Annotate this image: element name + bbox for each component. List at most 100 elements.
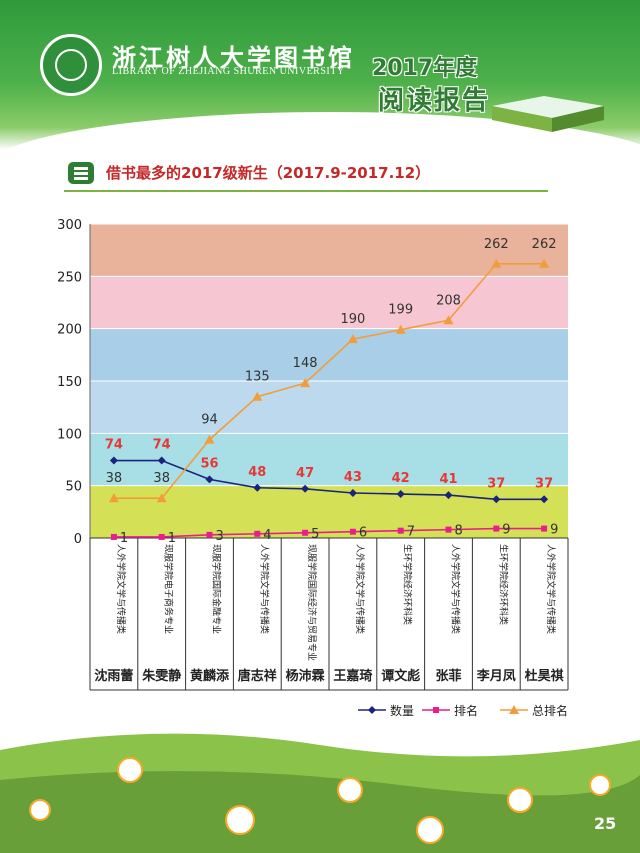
chart-band [90, 276, 568, 329]
legend-label: 总排名 [532, 703, 568, 718]
data-label: 9 [502, 523, 510, 538]
x-department-label: 人外学院文学与传播类 [115, 544, 127, 634]
data-label: 42 [392, 471, 410, 486]
data-label: 74 [105, 438, 123, 453]
series-line [113, 527, 545, 538]
data-label: 41 [439, 472, 457, 487]
section-underline [64, 190, 548, 192]
meadow-illustration [0, 733, 640, 853]
data-point [156, 493, 167, 503]
data-point [158, 533, 165, 540]
x-department-label: 人外学院文学与传播类 [354, 544, 366, 634]
report-year: 2017年度 [372, 56, 478, 81]
data-label: 9 [550, 523, 558, 538]
data-label: 37 [535, 476, 553, 491]
logo-inner-ring [55, 49, 87, 81]
data-label: 208 [436, 293, 461, 308]
data-label: 7 [407, 525, 415, 540]
y-tick-label: 250 [57, 270, 82, 285]
x-department-label: 生环学院经济环科类 [497, 544, 509, 625]
data-label: 56 [200, 456, 218, 471]
data-point [108, 493, 119, 503]
chart-band [90, 328, 568, 381]
data-point [254, 530, 261, 537]
data-point [347, 334, 358, 344]
data-point [396, 490, 405, 499]
x-department-label: 人外学院文学与传播类 [258, 544, 270, 634]
x-department-label: 现服学院国际经济与贸易专业 [306, 544, 318, 661]
data-point [157, 456, 166, 465]
chart-band [90, 224, 568, 277]
book-illustration-icon [492, 96, 604, 132]
data-point [492, 495, 501, 504]
data-point [443, 315, 454, 325]
data-point [300, 378, 311, 388]
y-tick-label: 100 [57, 427, 82, 442]
chart-band [90, 381, 568, 434]
x-department-label: 人外学院文学与传播类 [450, 544, 462, 634]
data-label: 94 [201, 413, 218, 428]
data-label: 74 [153, 438, 171, 453]
data-label: 262 [484, 237, 509, 252]
data-label: 1 [168, 531, 176, 546]
data-point [349, 528, 356, 535]
series-line [113, 262, 545, 500]
chart-band [90, 433, 568, 486]
x-department-label: 现服学院电子商务专业 [163, 544, 175, 634]
data-label: 4 [263, 528, 271, 543]
data-label: 148 [293, 356, 318, 371]
y-tick-label: 300 [57, 218, 82, 233]
reading-chart: 0 50 100 150 200 250 300 人外学院文学与传播类 现服学院电子商务专业 现… [57, 218, 569, 718]
page-number: 25 [594, 814, 617, 833]
legend-label: 排名 [454, 703, 478, 718]
x-category-label: 沈雨蕾 [94, 668, 133, 684]
data-point [491, 258, 502, 268]
legend-marker [433, 707, 439, 713]
data-point [302, 529, 309, 536]
data-point [205, 475, 214, 484]
data-point [493, 525, 500, 532]
data-point [109, 456, 118, 465]
data-label: 37 [487, 476, 505, 491]
report-title: 阅读报告 [378, 86, 491, 116]
library-name-cn: 浙江树人大学图书馆 [112, 43, 355, 72]
section-title: 借书最多的2017级新生（2017.9-2017.12） [106, 164, 431, 182]
y-tick-label: 50 [65, 480, 82, 495]
data-label: 43 [344, 470, 362, 485]
data-label: 1 [120, 531, 128, 546]
x-category-label: 杜昊祺 [525, 668, 564, 684]
x-category-label: 张菲 [435, 668, 461, 684]
x-category-label: 谭文彪 [381, 668, 420, 684]
data-label: 262 [532, 237, 557, 252]
x-department-label: 人外学院文学与传播类 [545, 544, 557, 634]
data-point [253, 483, 262, 492]
x-department-label: 现服学院国际金融专业 [211, 544, 223, 634]
x-category-label: 黄麟添 [190, 668, 230, 684]
data-label: 3 [216, 529, 224, 544]
data-point [539, 258, 550, 268]
y-tick-label: 150 [57, 375, 82, 390]
data-label: 38 [106, 471, 123, 486]
data-point [444, 491, 453, 500]
x-category-label: 王嘉琦 [333, 668, 372, 684]
data-label: 135 [245, 370, 270, 385]
legend-label: 数量 [390, 703, 414, 718]
data-label: 47 [296, 466, 314, 481]
library-name-en: LIBRARY OF ZHEJIANG SHUREN UNIVERSITY [112, 66, 345, 77]
data-point [301, 484, 310, 493]
data-label: 6 [359, 526, 367, 541]
data-label: 48 [248, 465, 266, 480]
x-category-label: 朱雯静 [141, 668, 181, 684]
legend-marker [368, 706, 376, 714]
data-point [204, 434, 215, 444]
x-category-label: 李月凤 [476, 668, 516, 684]
legend-marker [509, 705, 519, 714]
data-point [252, 391, 263, 401]
data-label: 5 [311, 527, 319, 542]
y-tick-label: 0 [74, 532, 82, 547]
data-label: 199 [388, 303, 413, 318]
section-marker-icon [68, 162, 94, 184]
data-point [445, 526, 452, 533]
data-point [541, 525, 548, 532]
